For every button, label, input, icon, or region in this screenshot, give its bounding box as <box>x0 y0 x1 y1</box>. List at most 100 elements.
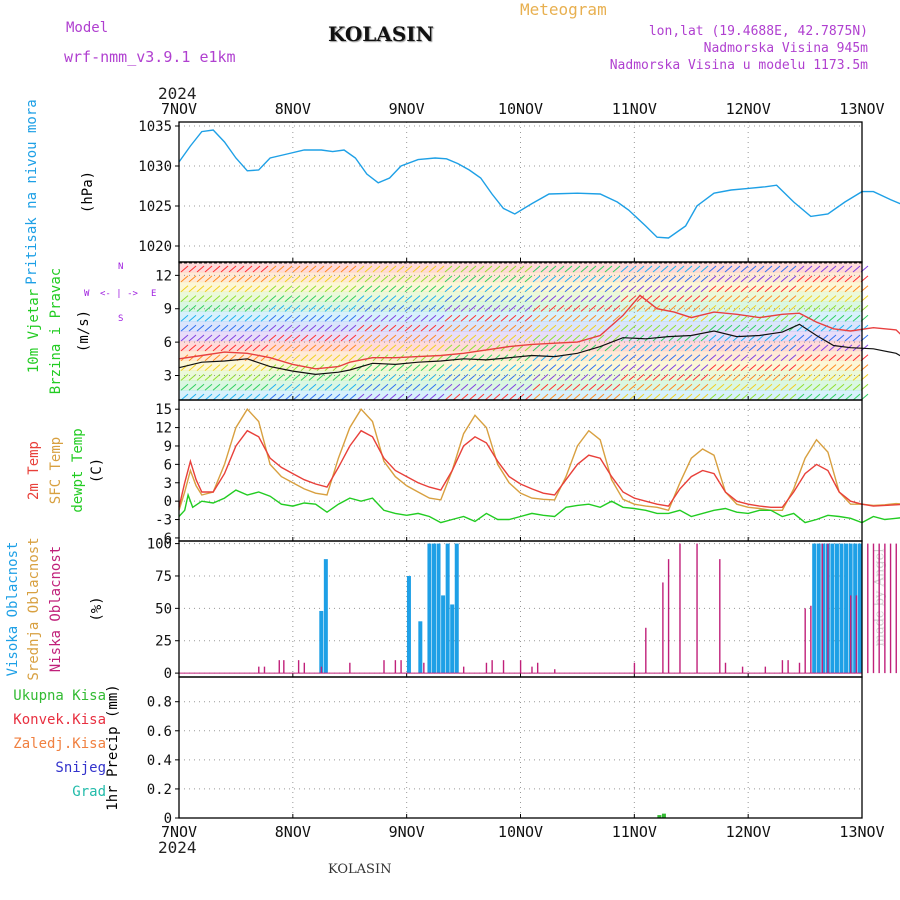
wind-barb <box>820 314 829 322</box>
wind-barb <box>532 344 541 352</box>
wind-barb <box>836 334 845 342</box>
wind-barb <box>484 334 493 342</box>
wind-barb <box>292 383 301 391</box>
wind-barb <box>636 275 645 283</box>
wind-barb <box>708 305 717 312</box>
wind-barb <box>828 295 837 302</box>
wind-barb <box>724 383 733 391</box>
y-tick-label: 0.4 <box>147 753 172 769</box>
wind-barb <box>796 364 805 371</box>
wind-barb <box>676 393 685 401</box>
wind-barb <box>844 314 853 322</box>
wind-barb <box>508 305 517 312</box>
wind-barb <box>812 374 821 381</box>
x-tick-label-top: 12NOV <box>726 100 771 118</box>
wind-barb <box>628 354 637 362</box>
wind-barb <box>612 265 621 273</box>
wind-barb <box>748 354 757 362</box>
ylabel-precip: 1hr Precip (mm) <box>105 684 121 810</box>
wind-barb <box>844 374 853 381</box>
wind-barb <box>300 275 309 283</box>
wind-barb <box>740 275 749 283</box>
wind-barb <box>500 374 509 381</box>
wind-barb <box>348 265 357 273</box>
wind-barb <box>404 295 413 302</box>
wind-barb <box>644 383 653 391</box>
wind-barb <box>572 285 581 293</box>
wind-barb <box>220 314 229 322</box>
wind-barb <box>308 393 317 401</box>
wind-barb <box>212 374 221 381</box>
model-label: Model <box>66 20 109 36</box>
wind-barb <box>452 295 461 302</box>
wind-barb <box>732 295 741 302</box>
low-cloud-bar <box>519 660 522 674</box>
wind-barb <box>756 275 765 283</box>
wind-barb <box>844 305 853 312</box>
x-tick-label-top: 10NOV <box>498 100 543 118</box>
wind-barb <box>700 324 709 332</box>
wind-barb <box>236 334 245 342</box>
x-tick-label-bottom: 8NOV <box>275 823 311 841</box>
wind-barb <box>596 285 605 293</box>
wind-barb <box>668 314 677 322</box>
wind-barb <box>356 324 365 332</box>
wind-barb <box>540 383 549 391</box>
wind-barb <box>644 265 653 273</box>
wind-barb <box>268 324 277 332</box>
series-line-pressure <box>178 129 900 239</box>
wind-barb <box>436 265 445 273</box>
wind-barb <box>204 305 213 312</box>
year-bottom: 2024 <box>158 838 197 857</box>
wind-barb <box>572 314 581 322</box>
wind-barb <box>708 334 717 342</box>
wind-barb <box>532 275 541 283</box>
wind-barb <box>420 334 429 342</box>
wind-barb <box>308 305 317 312</box>
x-tick-label-top: 11NOV <box>612 100 657 118</box>
y-tick-label: 25 <box>155 634 172 650</box>
wind-barb <box>260 383 269 391</box>
wind-barb <box>436 334 445 342</box>
wind-barb <box>356 393 365 401</box>
wind-barb <box>636 383 645 391</box>
wind-barb <box>484 364 493 371</box>
wind-barb <box>340 285 349 293</box>
wind-barb <box>260 285 269 293</box>
wind-barb <box>460 374 469 381</box>
wind-barb <box>612 314 621 322</box>
wind-barb <box>500 324 509 332</box>
low-cloud-bar <box>400 660 402 674</box>
wind-barb <box>228 265 237 273</box>
y-tick-label: 1030 <box>138 159 172 175</box>
wind-barb <box>564 305 573 312</box>
y-tick-label: 9 <box>164 439 172 455</box>
y-tick-label: 6 <box>164 335 172 351</box>
wind-barb <box>468 314 477 322</box>
wind-barb <box>204 393 213 401</box>
wind-barb <box>724 354 733 362</box>
wind-barb <box>476 265 485 273</box>
wind-barb <box>612 295 621 302</box>
wind-barb <box>460 334 469 342</box>
wind-barb <box>692 305 701 312</box>
wind-barb <box>620 393 629 401</box>
wind-barb <box>388 305 397 312</box>
wind-barb <box>836 383 845 391</box>
wind-barb <box>724 265 733 273</box>
wind-barb <box>588 324 597 332</box>
wind-barb <box>196 324 205 332</box>
wind-barb <box>572 334 581 342</box>
wind-barb <box>780 334 789 342</box>
wind-barb <box>596 305 605 312</box>
wind-barb <box>612 383 621 391</box>
wind-barb <box>564 285 573 293</box>
panel-precip: 0 0.2 0.4 0.6 0.8 <box>147 676 863 827</box>
wind-barb <box>564 334 573 342</box>
wind-barb <box>388 285 397 293</box>
wind-barb <box>748 364 757 371</box>
wind-barb <box>452 383 461 391</box>
wind-barb <box>756 334 765 342</box>
wind-barb <box>188 344 197 352</box>
wind-barb <box>820 334 829 342</box>
